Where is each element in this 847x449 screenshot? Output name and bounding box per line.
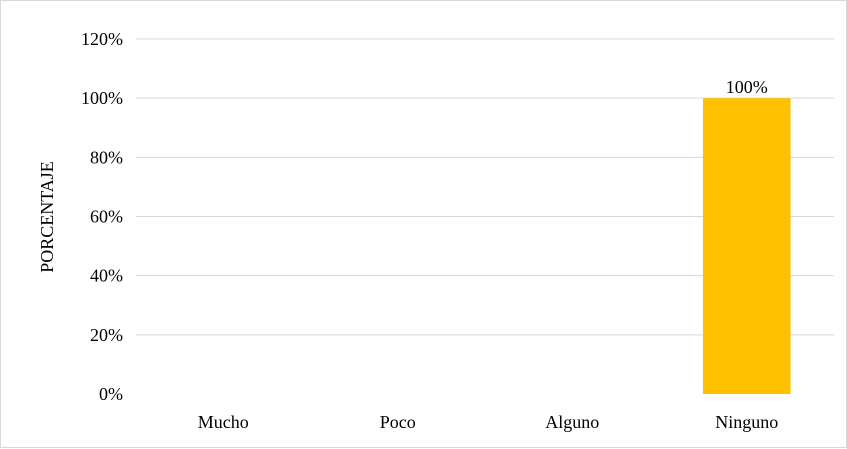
y-tick-label: 60% [90, 207, 123, 227]
x-category-label: Poco [380, 412, 416, 432]
y-tick-label: 80% [90, 147, 123, 167]
y-axis-ticks: 0% 20% 40% 60% 80% 100% 120% [81, 29, 123, 404]
x-category-label: Ninguno [715, 412, 778, 432]
y-axis-title: PORCENTAJE [37, 161, 57, 273]
y-tick-label: 120% [81, 29, 123, 49]
bar-ninguno [702, 98, 791, 395]
data-label: 100% [726, 77, 768, 97]
x-axis-categories: Mucho Poco Alguno Ninguno [198, 412, 779, 432]
data-labels: 100% [726, 77, 768, 97]
y-tick-label: 0% [99, 384, 123, 404]
x-category-label: Alguno [545, 412, 599, 432]
x-category-label: Mucho [198, 412, 249, 432]
y-tick-label: 20% [90, 325, 123, 345]
bars [702, 98, 791, 395]
y-tick-label: 100% [81, 88, 123, 108]
y-tick-label: 40% [90, 266, 123, 286]
